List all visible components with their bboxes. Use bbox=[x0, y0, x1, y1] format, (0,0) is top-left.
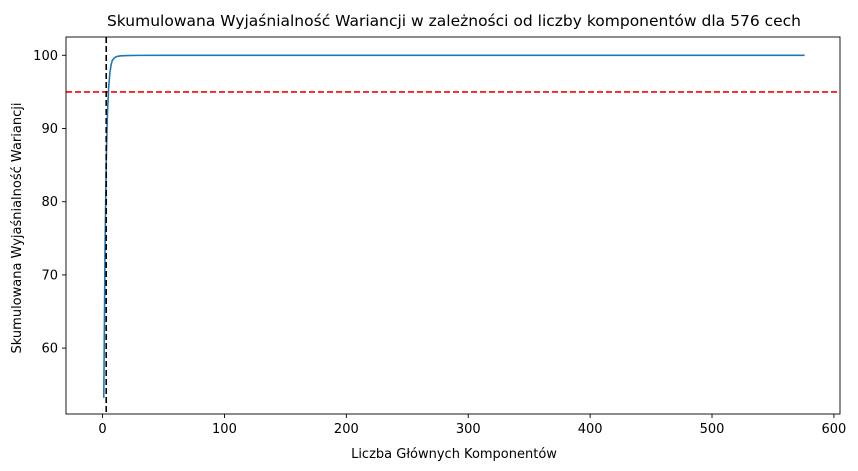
x-tick-label: 600 bbox=[821, 422, 846, 437]
x-tick-label: 300 bbox=[456, 422, 481, 437]
y-tick-label: 70 bbox=[41, 268, 58, 283]
y-tick-label: 80 bbox=[41, 195, 58, 210]
x-tick-label: 200 bbox=[334, 422, 359, 437]
x-tick-label: 400 bbox=[578, 422, 603, 437]
x-tick-label: 0 bbox=[98, 422, 106, 437]
x-tick-label: 100 bbox=[212, 422, 237, 437]
plot-frame bbox=[65, 36, 841, 415]
chart-title: Skumulowana Wyjaśnialność Wariancji w za… bbox=[107, 12, 801, 30]
y-tick-label: 90 bbox=[41, 122, 58, 137]
series-line bbox=[102, 54, 805, 398]
x-tick-label: 500 bbox=[700, 422, 725, 437]
y-tick-label: 100 bbox=[33, 49, 58, 64]
plot-area: 0 100 200 300 400 500 600 60 70 80 90 100 bbox=[33, 36, 846, 437]
y-axis-title: Skumulowana Wyjaśnialność Wariancji bbox=[10, 103, 25, 354]
x-axis-title: Liczba Głównych Komponentów bbox=[351, 447, 557, 462]
y-tick-label: 60 bbox=[41, 342, 58, 357]
